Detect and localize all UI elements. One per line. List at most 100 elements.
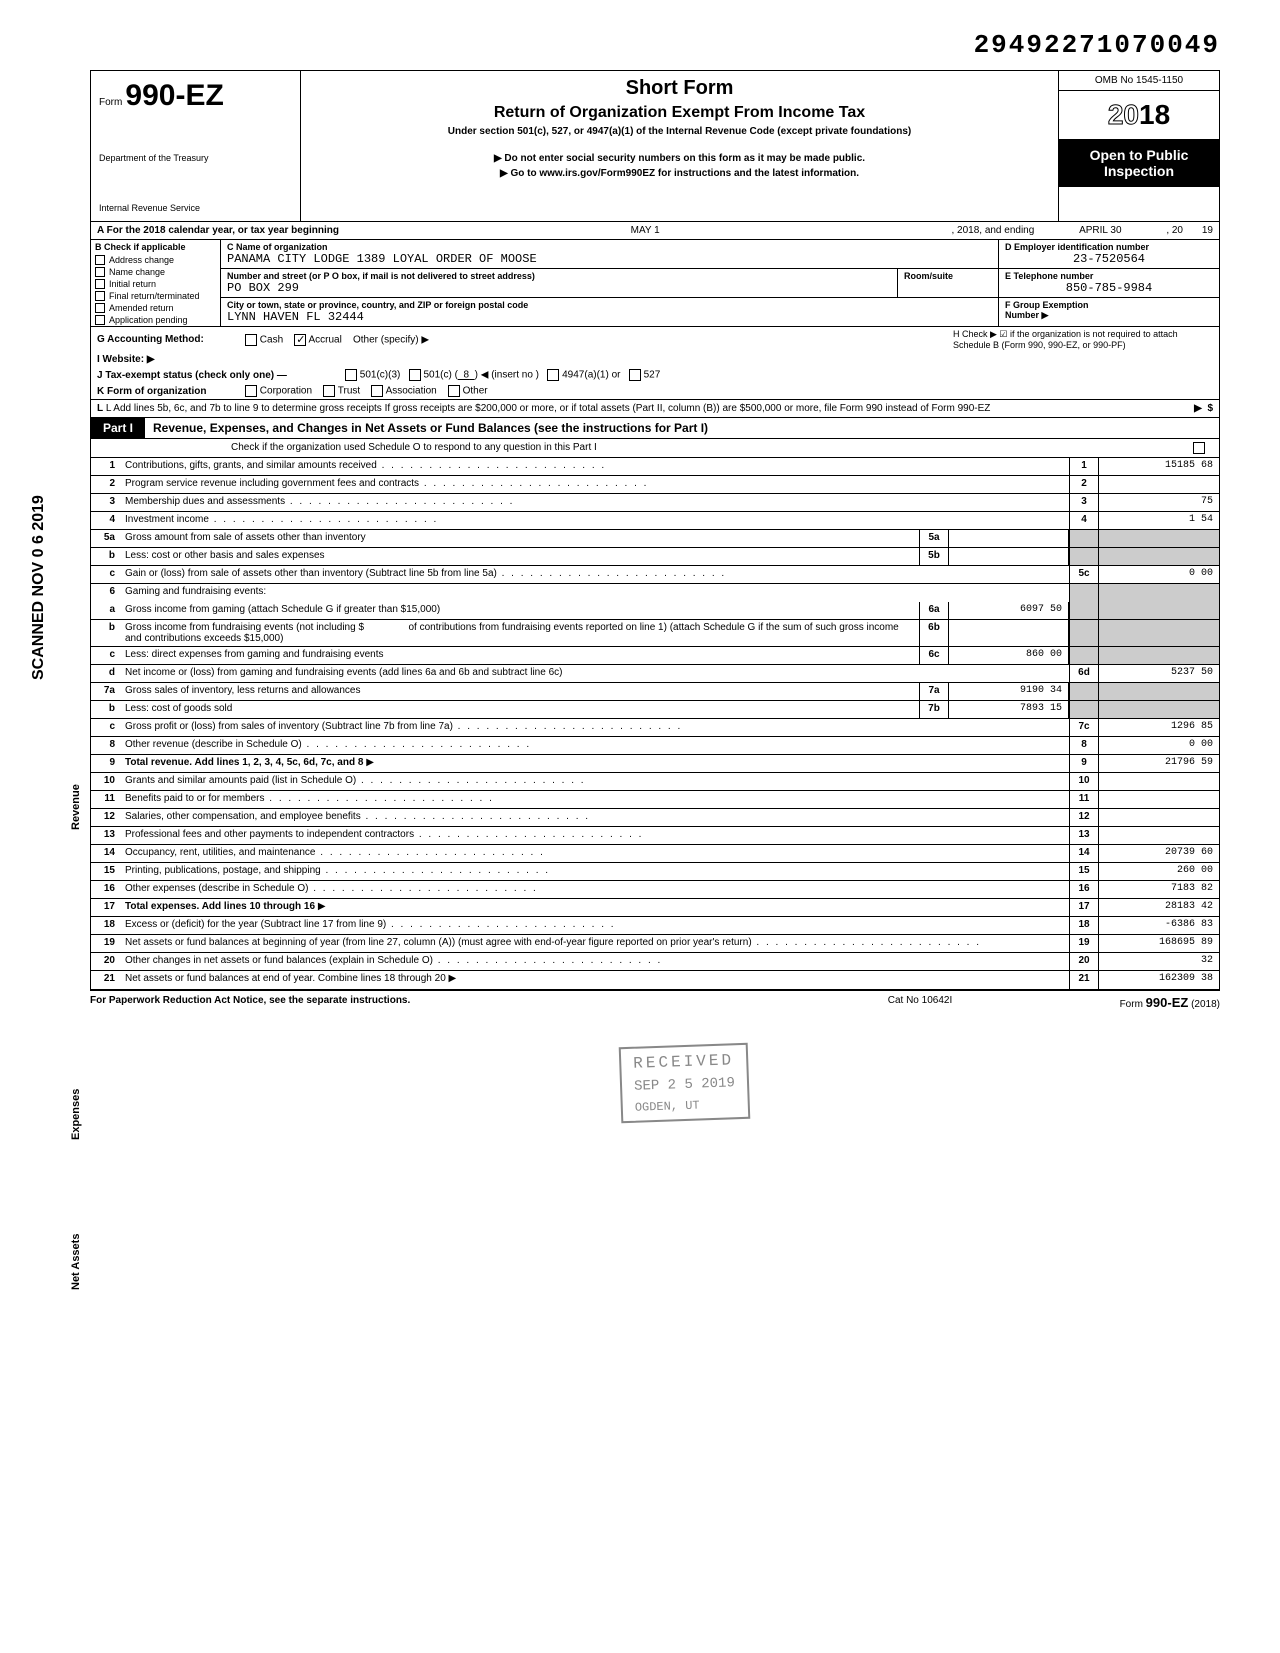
line-10: 10Grants and similar amounts paid (list … xyxy=(91,773,1219,791)
tax-year: 2018 xyxy=(1059,91,1219,139)
l-text: L Add lines 5b, 6c, and 7b to line 9 to … xyxy=(106,403,991,414)
line-9: 9Total revenue. Add lines 1, 2, 3, 4, 5c… xyxy=(91,755,1219,773)
section-c: C Name of organization PANAMA CITY LODGE… xyxy=(221,240,999,326)
chk-other-org[interactable] xyxy=(448,385,460,397)
part1-check-row: Check if the organization used Schedule … xyxy=(90,439,1220,458)
line-19: 19Net assets or fund balances at beginni… xyxy=(91,935,1219,953)
line-7b: bLess: cost of goods sold 7b7893 15 xyxy=(91,701,1219,719)
chk-initial-return[interactable]: Initial return xyxy=(91,278,220,290)
row-i: I Website: ▶ xyxy=(91,352,1219,367)
open-line2: Inspection xyxy=(1063,163,1215,179)
c-city-label: City or town, state or province, country… xyxy=(227,300,992,310)
omb-number: OMB No 1545-1150 xyxy=(1059,71,1219,91)
ein-value: 23-7520564 xyxy=(1005,252,1213,266)
footer-left: For Paperwork Reduction Act Notice, see … xyxy=(90,995,820,1010)
dept-treasury: Department of the Treasury xyxy=(99,153,292,163)
chk-amended-return[interactable]: Amended return xyxy=(91,302,220,314)
org-city: LYNN HAVEN FL 32444 xyxy=(227,310,992,324)
part1-label: Part I xyxy=(91,418,145,438)
chk-address-change[interactable]: Address change xyxy=(91,254,220,266)
part1-table: 1Contributions, gifts, grants, and simil… xyxy=(90,458,1220,990)
line-14: 14Occupancy, rent, utilities, and mainte… xyxy=(91,845,1219,863)
line-13: 13Professional fees and other payments t… xyxy=(91,827,1219,845)
line-18: 18Excess or (deficit) for the year (Subt… xyxy=(91,917,1219,935)
chk-corporation[interactable] xyxy=(245,385,257,397)
chk-name-change[interactable]: Name change xyxy=(91,266,220,278)
chk-cash[interactable] xyxy=(245,334,257,346)
part1-check-text: Check if the organization used Schedule … xyxy=(231,442,1193,454)
chk-application-pending[interactable]: Application pending xyxy=(91,314,220,326)
f-group-label: F Group Exemption xyxy=(1005,300,1213,310)
chk-501c3[interactable] xyxy=(345,369,357,381)
chk-trust[interactable] xyxy=(323,385,335,397)
title-note-ssn: ▶ Do not enter social security numbers o… xyxy=(307,153,1052,164)
title-cell: Short Form Return of Organization Exempt… xyxy=(301,71,1059,221)
received-stamp: RECEIVED SEP 2 5 2019 OGDEN, UT xyxy=(619,1043,750,1123)
stamp-ogden: OGDEN, UT xyxy=(635,1097,736,1115)
open-to-public: Open to Public Inspection xyxy=(1059,139,1219,187)
chk-accrual[interactable] xyxy=(294,334,306,346)
line-6c: cLess: direct expenses from gaming and f… xyxy=(91,647,1219,665)
line-6b: bGross income from fundraising events (n… xyxy=(91,620,1219,647)
row-a-begin: MAY 1 xyxy=(345,222,946,239)
stamp-received: RECEIVED xyxy=(633,1051,734,1073)
k-label: K Form of organization xyxy=(97,386,237,397)
i-label: I Website: ▶ xyxy=(97,354,237,365)
line-7a: 7aGross sales of inventory, less returns… xyxy=(91,683,1219,701)
c-room-label: Room/suite xyxy=(904,271,992,281)
part1-title: Revenue, Expenses, and Changes in Net As… xyxy=(145,418,1219,438)
g-other: Other (specify) ▶ xyxy=(353,334,429,345)
line-5a: 5aGross amount from sale of assets other… xyxy=(91,530,1219,548)
j-label: J Tax-exempt status (check only one) — xyxy=(97,370,337,381)
rows-ghijk: G Accounting Method: Cash Accrual Other … xyxy=(90,327,1220,400)
expenses-label: Expenses xyxy=(70,1089,82,1140)
g-label: G Accounting Method: xyxy=(97,334,237,345)
row-a-suffix: , 20 xyxy=(1160,222,1189,239)
title-note-url: ▶ Go to www.irs.gov/Form990EZ for instru… xyxy=(307,168,1052,179)
section-b: B Check if applicable Address change Nam… xyxy=(91,240,221,326)
row-a: A For the 2018 calendar year, or tax yea… xyxy=(90,222,1220,240)
title-main: Short Form xyxy=(307,77,1052,100)
e-phone-label: E Telephone number xyxy=(1005,271,1213,281)
row-g: G Accounting Method: Cash Accrual Other … xyxy=(91,327,1219,352)
title-desc: Under section 501(c), 527, or 4947(a)(1)… xyxy=(307,126,1052,137)
title-sub: Return of Organization Exempt From Incom… xyxy=(307,104,1052,122)
line-1: 1Contributions, gifts, grants, and simil… xyxy=(91,458,1219,476)
c-name-label: C Name of organization xyxy=(227,242,992,252)
netassets-label: Net Assets xyxy=(70,1234,82,1290)
line-17: 17Total expenses. Add lines 10 through 1… xyxy=(91,899,1219,917)
org-name: PANAMA CITY LODGE 1389 LOYAL ORDER OF MO… xyxy=(227,252,992,266)
stamp-date: SEP 2 5 2019 xyxy=(634,1075,735,1095)
row-a-end: APRIL 30 xyxy=(1040,222,1160,239)
line-8: 8Other revenue (describe in Schedule O) … xyxy=(91,737,1219,755)
line-6d: dNet income or (loss) from gaming and fu… xyxy=(91,665,1219,683)
form-number: 990-EZ xyxy=(125,79,223,112)
footer-right: Form 990-EZ (2018) xyxy=(1020,995,1220,1010)
form-id-cell: Form 990-EZ Department of the Treasury I… xyxy=(91,71,301,221)
chk-association[interactable] xyxy=(371,385,383,397)
line-2: 2Program service revenue including gover… xyxy=(91,476,1219,494)
chk-final-return[interactable]: Final return/terminated xyxy=(91,290,220,302)
phone-value: 850-785-9984 xyxy=(1005,281,1213,295)
line-5c: cGain or (loss) from sale of assets othe… xyxy=(91,566,1219,584)
footer-cat: Cat No 10642I xyxy=(820,995,1020,1010)
f-group-number: Number ▶ xyxy=(1005,310,1213,321)
section-b-header: B Check if applicable xyxy=(91,240,220,254)
footer: For Paperwork Reduction Act Notice, see … xyxy=(90,990,1220,1014)
line-7c: cGross profit or (loss) from sales of in… xyxy=(91,719,1219,737)
line-4: 4Investment income 41 54 xyxy=(91,512,1219,530)
grid-bcdef: B Check if applicable Address change Nam… xyxy=(90,240,1220,327)
part1-header: Part I Revenue, Expenses, and Changes in… xyxy=(90,418,1220,439)
line-21: 21Net assets or fund balances at end of … xyxy=(91,971,1219,989)
form-prefix: Form xyxy=(99,97,122,108)
row-a-mid: , 2018, and ending xyxy=(945,222,1040,239)
page-number: 29492271070049 xyxy=(90,30,1220,60)
chk-4947[interactable] xyxy=(547,369,559,381)
chk-527[interactable] xyxy=(629,369,641,381)
section-def: D Employer identification number 23-7520… xyxy=(999,240,1219,326)
year-cell: OMB No 1545-1150 2018 Open to Public Ins… xyxy=(1059,71,1219,221)
line-11: 11Benefits paid to or for members 11 xyxy=(91,791,1219,809)
part1-checkbox[interactable] xyxy=(1193,442,1205,454)
chk-501c[interactable] xyxy=(409,369,421,381)
line-16: 16Other expenses (describe in Schedule O… xyxy=(91,881,1219,899)
